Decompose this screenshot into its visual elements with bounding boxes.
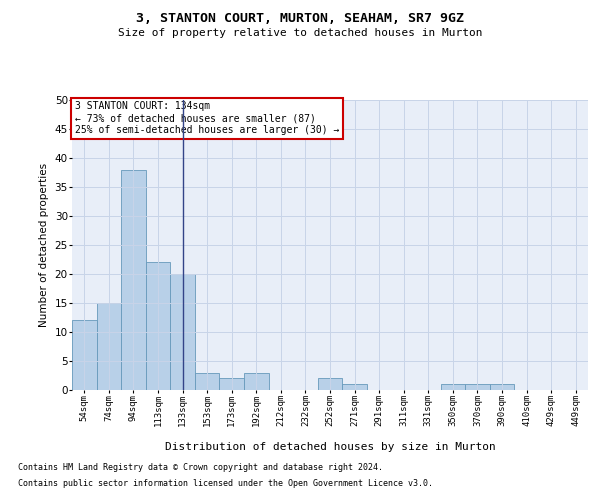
Text: Contains HM Land Registry data © Crown copyright and database right 2024.: Contains HM Land Registry data © Crown c… bbox=[18, 464, 383, 472]
Bar bbox=[220, 378, 244, 390]
Bar bbox=[195, 372, 220, 390]
Text: Size of property relative to detached houses in Murton: Size of property relative to detached ho… bbox=[118, 28, 482, 38]
Bar bbox=[121, 170, 146, 390]
Bar bbox=[97, 303, 121, 390]
Bar bbox=[170, 274, 195, 390]
Text: Contains public sector information licensed under the Open Government Licence v3: Contains public sector information licen… bbox=[18, 478, 433, 488]
Bar bbox=[318, 378, 342, 390]
Text: Distribution of detached houses by size in Murton: Distribution of detached houses by size … bbox=[164, 442, 496, 452]
Bar bbox=[465, 384, 490, 390]
Bar bbox=[490, 384, 514, 390]
Bar bbox=[72, 320, 97, 390]
Bar bbox=[342, 384, 367, 390]
Bar bbox=[440, 384, 465, 390]
Text: 3 STANTON COURT: 134sqm
← 73% of detached houses are smaller (87)
25% of semi-de: 3 STANTON COURT: 134sqm ← 73% of detache… bbox=[74, 102, 339, 134]
Bar bbox=[244, 372, 269, 390]
Bar bbox=[146, 262, 170, 390]
Text: 3, STANTON COURT, MURTON, SEAHAM, SR7 9GZ: 3, STANTON COURT, MURTON, SEAHAM, SR7 9G… bbox=[136, 12, 464, 26]
Y-axis label: Number of detached properties: Number of detached properties bbox=[39, 163, 49, 327]
